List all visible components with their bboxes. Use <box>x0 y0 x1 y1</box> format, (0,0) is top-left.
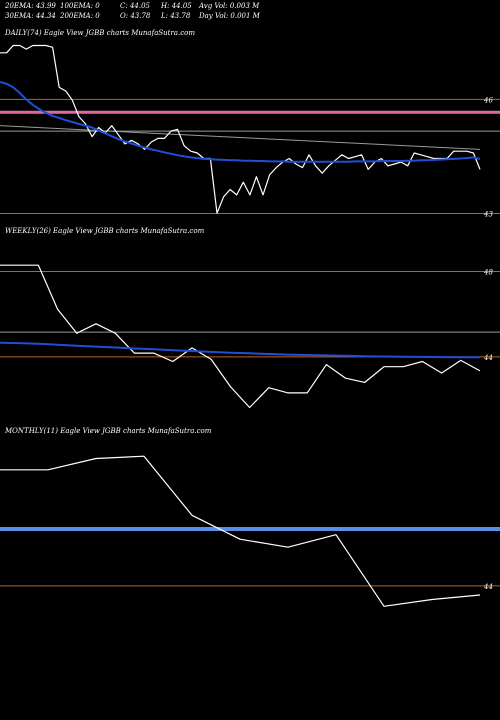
monthly-tick-label-0: 44 <box>483 583 493 591</box>
daily-tick-label-1: 43 <box>483 211 493 219</box>
header-ema200: 200EMA: 0 <box>60 12 100 20</box>
weekly-ema-line <box>0 341 480 359</box>
daily-chart-title: DAILY(74) Eagle View JGBB charts MunafaS… <box>5 29 195 37</box>
monthly-chart-title: MONTHLY(11) Eagle View JGBB charts Munaf… <box>5 427 212 435</box>
header-avg-vol: Avg Vol: 0.003 M <box>199 2 260 10</box>
daily-ema-line <box>0 80 481 163</box>
weekly-tick-label-1: 44 <box>483 354 493 362</box>
header-open: O: 43.78 <box>120 12 151 20</box>
header-ema100: 100EMA: 0 <box>60 2 100 10</box>
header-ema30: 30EMA: 44.34 <box>5 12 56 20</box>
weekly-tick-label-0: 48 <box>483 268 493 276</box>
header-day-vol: Day Vol: 0.001 M <box>199 12 260 20</box>
header-ema20: 20EMA: 43.99 <box>5 2 56 10</box>
weekly-chart-title: WEEKLY(26) Eagle View JGBB charts Munafa… <box>5 227 205 235</box>
header-high: H: 44.05 <box>161 2 192 10</box>
monthly-price-line <box>0 455 481 607</box>
daily-price-line <box>0 44 481 214</box>
weekly-price-line <box>0 264 481 409</box>
header-low: L: 43.78 <box>161 12 191 20</box>
daily-tick-label-0: 46 <box>483 96 493 104</box>
header-close: C: 44.05 <box>120 2 150 10</box>
daily-trend-line <box>0 125 481 150</box>
